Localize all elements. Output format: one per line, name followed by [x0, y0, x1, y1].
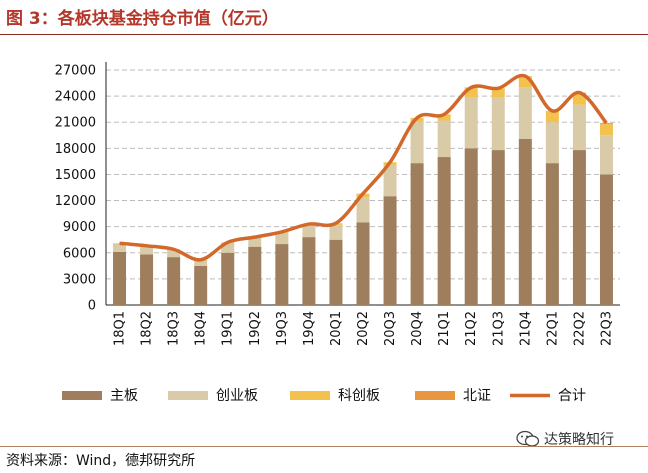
- legend-label: 合计: [558, 388, 586, 404]
- bar-segment: [329, 239, 343, 305]
- x-tick-label: 18Q4: [194, 311, 209, 346]
- bar-segment: [302, 224, 316, 238]
- x-tick-label: 19Q3: [275, 311, 290, 346]
- watermark: 达策略知行: [516, 429, 614, 449]
- y-tick-label: 24000: [55, 90, 96, 105]
- y-tick-label: 3000: [63, 272, 96, 287]
- source-divider: [0, 446, 648, 447]
- bar-segment: [167, 249, 181, 258]
- bar-segment: [572, 104, 586, 151]
- bar-segment: [491, 150, 505, 305]
- bar-segment: [140, 254, 154, 305]
- x-tick-label: 18Q3: [167, 311, 182, 346]
- bar-segment: [248, 246, 262, 305]
- x-tick-label: 21Q2: [464, 311, 479, 346]
- bar-segment: [599, 123, 613, 136]
- x-tick-label: 18Q1: [113, 311, 128, 346]
- source-note: 资料来源：Wind，德邦研究所: [6, 453, 196, 469]
- x-tick-label: 20Q4: [410, 311, 425, 346]
- x-tick-label: 19Q1: [221, 311, 236, 346]
- x-tick-label: 21Q1: [437, 311, 452, 346]
- stacked-bar-line-chart: 0 3000 6000 9000 12000 15000 18000 21000 24000 27…: [55, 62, 620, 404]
- bar-segment: [194, 265, 208, 305]
- y-tick-label: 15000: [55, 168, 96, 183]
- x-tick-label: 18Q2: [140, 311, 155, 346]
- y-tick-label: 18000: [55, 142, 96, 157]
- y-tick-label: 12000: [55, 194, 96, 209]
- legend-label: 北证: [463, 388, 491, 404]
- bar-segment: [356, 197, 370, 223]
- bar-segment: [194, 259, 208, 266]
- bar-segment: [275, 244, 289, 305]
- bar-segment: [113, 251, 127, 305]
- y-tick-label: 6000: [63, 246, 96, 261]
- bar-segment: [572, 93, 586, 105]
- bar-segment: [491, 96, 505, 151]
- bar-segment: [518, 87, 532, 139]
- x-tick-label: 19Q4: [302, 311, 317, 346]
- bar-segment: [599, 174, 613, 305]
- watermark-text: 达策略知行: [544, 432, 614, 448]
- bar-segment: [410, 122, 424, 164]
- bar-segment: [221, 242, 235, 253]
- y-tick-label: 21000: [55, 116, 96, 131]
- bar-segment: [383, 164, 397, 197]
- bar-segment: [464, 87, 478, 97]
- bar-segment: [356, 222, 370, 305]
- bar-segment: [167, 257, 181, 305]
- bar-segment: [599, 123, 613, 124]
- x-tick-label: 22Q1: [545, 311, 560, 346]
- wechat-icon: [516, 430, 540, 447]
- bar-segment: [464, 96, 478, 149]
- bar-segment: [437, 157, 451, 305]
- x-tick-label: 19Q2: [248, 311, 263, 346]
- bar-segment: [437, 120, 451, 158]
- bar-segment: [545, 163, 559, 305]
- legend-label: 创业板: [216, 388, 258, 404]
- x-tick-label: 21Q4: [518, 311, 533, 346]
- legend-swatch: [290, 391, 330, 400]
- bar-segment: [464, 148, 478, 305]
- x-tick-label: 22Q2: [572, 311, 587, 346]
- y-tick-label: 9000: [63, 220, 96, 235]
- x-tick-label: 20Q3: [383, 311, 398, 346]
- bar-segment: [275, 232, 289, 245]
- y-tick-label: 27000: [55, 64, 96, 79]
- x-tick-label: 20Q2: [356, 311, 371, 346]
- bar-segment: [302, 237, 316, 305]
- bar-segment: [248, 237, 262, 247]
- bar-segment: [437, 114, 451, 121]
- y-tick-label: 0: [88, 299, 96, 314]
- x-tick-label: 21Q3: [491, 311, 506, 346]
- chart-title: 图 3：各板块基金持仓市值（亿元）: [6, 9, 279, 29]
- bar-segment: [545, 110, 559, 123]
- bar-segment: [221, 252, 235, 305]
- bar-segment: [329, 224, 343, 240]
- legend-label: 主板: [110, 388, 138, 404]
- x-tick-label: 20Q1: [329, 311, 344, 346]
- bar-segment: [599, 135, 613, 175]
- bar-segment: [518, 76, 532, 88]
- legend-label: 科创板: [338, 388, 380, 404]
- x-tick-label: 22Q3: [599, 311, 614, 346]
- legend-swatch: [62, 391, 102, 400]
- bar-segment: [113, 243, 127, 252]
- bar-segment: [140, 245, 154, 255]
- legend-swatch: [415, 391, 455, 400]
- bar-segment: [545, 122, 559, 164]
- bar-segment: [572, 150, 586, 305]
- legend-swatch: [168, 391, 208, 400]
- bar-segment: [410, 163, 424, 305]
- bar-segment: [491, 88, 505, 97]
- bar-segment: [518, 138, 532, 305]
- title-divider: [0, 34, 648, 35]
- bar-segment: [383, 196, 397, 305]
